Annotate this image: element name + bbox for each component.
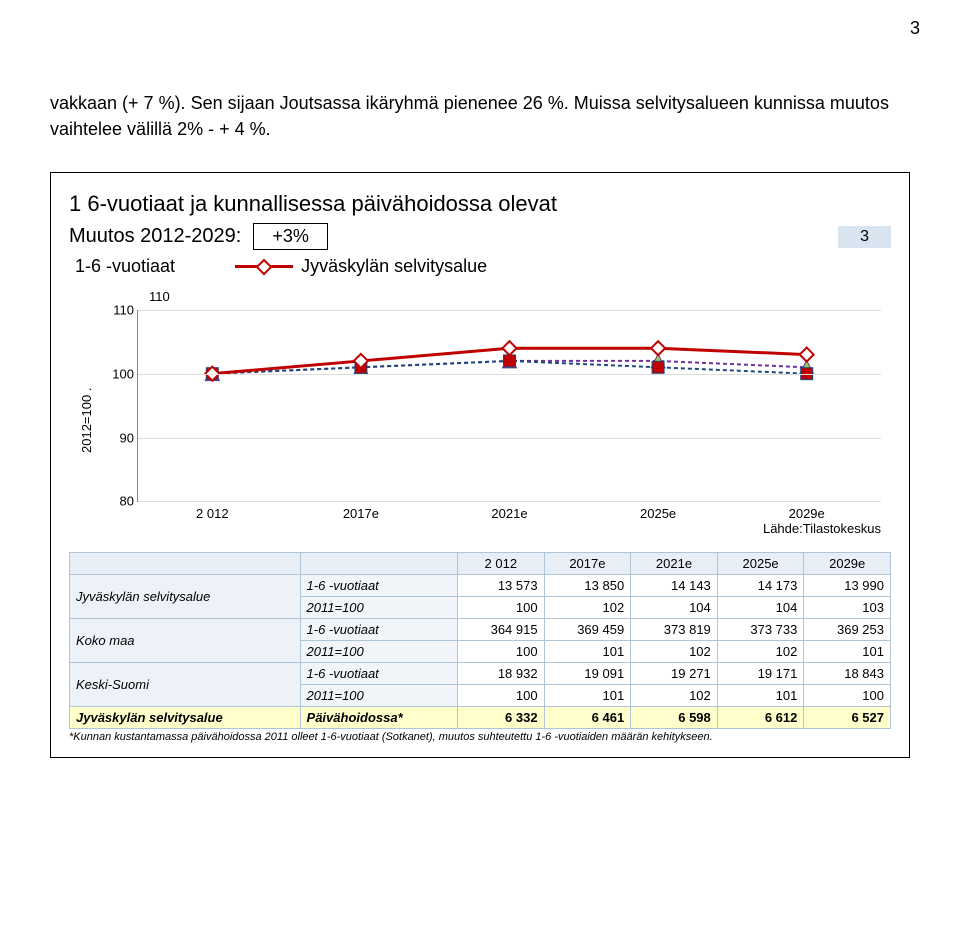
table-cell: 14 173 bbox=[717, 575, 804, 597]
series-axis-label: 1-6 -vuotiaat bbox=[75, 256, 175, 277]
table-cell: 104 bbox=[717, 597, 804, 619]
table-row-label: 1-6 -vuotiaat bbox=[300, 619, 457, 641]
table-cell: 102 bbox=[717, 641, 804, 663]
table-row-label: 2011=100 bbox=[300, 685, 457, 707]
table-cell: 369 253 bbox=[804, 619, 891, 641]
table-header-cell: 2 012 bbox=[458, 553, 545, 575]
table-cell: 6 527 bbox=[804, 707, 891, 729]
table-group-label: Jyväskylän selvitysalue bbox=[70, 575, 301, 619]
table-cell: 6 598 bbox=[631, 707, 718, 729]
data-table: 2 0122017e2021e2025e2029eJyväskylän selv… bbox=[69, 552, 891, 729]
table-header-cell: 2021e bbox=[631, 553, 718, 575]
table-header-cell: 2017e bbox=[544, 553, 631, 575]
table-cell: 14 143 bbox=[631, 575, 718, 597]
chart-plot-area: 2012=100 . 80901001102 0122017e2021e2025… bbox=[109, 310, 881, 530]
table-cell: 104 bbox=[631, 597, 718, 619]
table-cell: 18 932 bbox=[458, 663, 545, 685]
table-group-label: Keski-Suomi bbox=[70, 663, 301, 707]
table-cell: 100 bbox=[458, 685, 545, 707]
y-axis-label: 2012=100 . bbox=[79, 310, 93, 530]
table-cell: 102 bbox=[631, 641, 718, 663]
chart-subline: Muutos 2012-2029: +3% 3 bbox=[69, 223, 891, 250]
table-row-label: 2011=100 bbox=[300, 597, 457, 619]
chart-source: Lähde:Tilastokeskus bbox=[763, 521, 881, 536]
y-tick-label: 90 bbox=[108, 430, 134, 445]
table-row-label: 1-6 -vuotiaat bbox=[300, 575, 457, 597]
legend-label: Jyväskylän selvitysalue bbox=[301, 256, 487, 277]
table-cell: 19 091 bbox=[544, 663, 631, 685]
table-cell: 100 bbox=[458, 641, 545, 663]
slide-number-badge: 3 bbox=[838, 226, 891, 248]
table-cell: 13 990 bbox=[804, 575, 891, 597]
table-footnote: *Kunnan kustantamassa päivähoidossa 2011… bbox=[69, 731, 891, 743]
table-header-row: 2 0122017e2021e2025e2029e bbox=[70, 553, 891, 575]
legend-marker-icon bbox=[235, 261, 293, 273]
ytick-110-inline: 110 bbox=[69, 289, 891, 304]
table-cell: 101 bbox=[544, 685, 631, 707]
table-row: Jyväskylän selvitysalue1-6 -vuotiaat13 5… bbox=[70, 575, 891, 597]
x-tick-label: 2029e bbox=[789, 506, 825, 521]
table-header-cell bbox=[300, 553, 457, 575]
table-row-label: 2011=100 bbox=[300, 641, 457, 663]
table-group-label: Jyväskylän selvitysalue bbox=[70, 707, 301, 729]
chart-title: 1 6-vuotiaat ja kunnallisessa päivähoido… bbox=[69, 191, 891, 217]
table-header-cell bbox=[70, 553, 301, 575]
table-cell: 102 bbox=[631, 685, 718, 707]
table-cell: 100 bbox=[804, 685, 891, 707]
table-cell: 6 612 bbox=[717, 707, 804, 729]
table-cell: 364 915 bbox=[458, 619, 545, 641]
y-tick-label: 80 bbox=[108, 494, 134, 509]
table-cell: 373 733 bbox=[717, 619, 804, 641]
table-cell: 18 843 bbox=[804, 663, 891, 685]
y-tick-label: 100 bbox=[108, 366, 134, 381]
plot-region: 80901001102 0122017e2021e2025e2029e bbox=[137, 310, 881, 502]
chart-svg bbox=[138, 310, 881, 501]
table-cell: 6 332 bbox=[458, 707, 545, 729]
x-tick-label: 2021e bbox=[491, 506, 527, 521]
table-cell: 103 bbox=[804, 597, 891, 619]
table-cell: 101 bbox=[804, 641, 891, 663]
muutos-label: Muutos 2012-2029: bbox=[69, 225, 241, 248]
table-cell: 373 819 bbox=[631, 619, 718, 641]
table-row-label: 1-6 -vuotiaat bbox=[300, 663, 457, 685]
table-cell: 6 461 bbox=[544, 707, 631, 729]
table-cell: 101 bbox=[544, 641, 631, 663]
table-row: Keski-Suomi1-6 -vuotiaat18 93219 09119 2… bbox=[70, 663, 891, 685]
table-group-label: Koko maa bbox=[70, 619, 301, 663]
chart-container: 1 6-vuotiaat ja kunnallisessa päivähoido… bbox=[50, 172, 910, 758]
table-row-label: Päivähoidossa* bbox=[300, 707, 457, 729]
x-tick-label: 2025e bbox=[640, 506, 676, 521]
page-number: 3 bbox=[910, 18, 920, 39]
table-highlight-row: Jyväskylän selvitysaluePäivähoidossa*6 3… bbox=[70, 707, 891, 729]
gridline bbox=[138, 438, 881, 439]
gridline bbox=[138, 501, 881, 502]
data-table-block: 2 0122017e2021e2025e2029eJyväskylän selv… bbox=[69, 552, 891, 743]
table-cell: 13 850 bbox=[544, 575, 631, 597]
chart-legend-row: 1-6 -vuotiaat Jyväskylän selvitysalue bbox=[69, 256, 891, 277]
table-cell: 13 573 bbox=[458, 575, 545, 597]
table-cell: 100 bbox=[458, 597, 545, 619]
y-tick-label: 110 bbox=[108, 303, 134, 318]
gridline bbox=[138, 310, 881, 311]
table-cell: 19 171 bbox=[717, 663, 804, 685]
x-tick-label: 2017e bbox=[343, 506, 379, 521]
table-cell: 102 bbox=[544, 597, 631, 619]
table-cell: 101 bbox=[717, 685, 804, 707]
table-header-cell: 2029e bbox=[804, 553, 891, 575]
intro-paragraph: vakkaan (+ 7 %). Sen sijaan Joutsassa ik… bbox=[50, 90, 910, 142]
muutos-value: +3% bbox=[253, 223, 328, 250]
gridline bbox=[138, 374, 881, 375]
table-cell: 19 271 bbox=[631, 663, 718, 685]
x-tick-label: 2 012 bbox=[196, 506, 229, 521]
table-header-cell: 2025e bbox=[717, 553, 804, 575]
table-row: Koko maa1-6 -vuotiaat364 915369 459373 8… bbox=[70, 619, 891, 641]
table-cell: 369 459 bbox=[544, 619, 631, 641]
